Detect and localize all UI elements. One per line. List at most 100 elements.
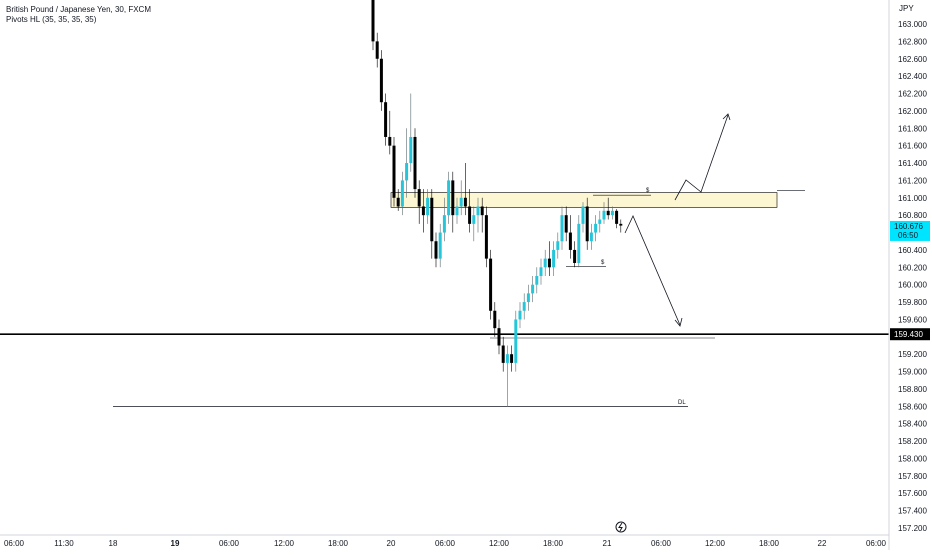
bearish-arrowhead	[674, 317, 683, 327]
level-price-tag	[890, 328, 930, 341]
bearish-projection-path	[624, 215, 681, 326]
current-price-tag	[890, 220, 930, 241]
candle-body	[568, 232, 572, 250]
candles	[371, 0, 623, 407]
price-tick-label: 157.800	[898, 472, 927, 481]
candle-body	[442, 215, 446, 233]
candle-body	[505, 354, 509, 363]
price-axis[interactable]: 163.000 162.800 162.600 162.400 162.200 162.0…	[898, 20, 927, 533]
price-tick-label: 162.200	[898, 90, 927, 99]
candle-body	[610, 210, 614, 216]
candle	[375, 32, 379, 68]
time-tick-label: 18:00	[328, 539, 349, 548]
candle	[581, 202, 585, 233]
price-tags: 160.676 06:50 159.430	[890, 220, 930, 341]
chart-legend: British Pound / Japanese Yen, 30, FXCM P…	[6, 5, 151, 25]
candle-body	[556, 241, 560, 250]
price-tick-label: 162.800	[898, 37, 927, 46]
bar-countdown-label: 06:50	[898, 231, 919, 240]
candle	[396, 189, 400, 211]
time-tick-label: 12:00	[489, 539, 510, 548]
candle-body	[602, 210, 606, 220]
candle	[514, 310, 518, 372]
candle-body	[468, 206, 472, 224]
candle	[556, 232, 560, 259]
candle	[619, 219, 623, 233]
time-tick-label: 06:00	[435, 539, 456, 548]
annotations: $ $ DL	[601, 188, 686, 406]
replay-icon[interactable]	[615, 521, 627, 533]
time-tick-label: 11:30	[54, 539, 74, 548]
candle	[451, 171, 455, 233]
candle-body	[371, 0, 375, 42]
candle-body	[409, 136, 413, 164]
candle-body	[476, 206, 480, 216]
candle	[573, 241, 577, 268]
candle	[417, 180, 421, 224]
candle	[459, 180, 463, 216]
price-tick-label: 161.800	[898, 124, 927, 133]
time-tick-label: 12:00	[705, 539, 726, 548]
candle	[400, 171, 404, 216]
time-tick-label: 18	[109, 539, 118, 548]
candle	[493, 302, 497, 337]
candle-body	[619, 223, 623, 226]
candle-body	[455, 206, 459, 216]
candle-body	[447, 180, 451, 216]
time-tick-label: 19	[171, 539, 180, 548]
candle	[421, 189, 425, 233]
time-tick-label: 12:00	[274, 539, 295, 548]
candle-body	[438, 232, 442, 259]
candle-body	[375, 41, 379, 59]
candle	[568, 215, 572, 259]
candle	[552, 241, 556, 276]
candle-body	[577, 223, 581, 263]
currency-label: JPY	[899, 4, 914, 13]
price-tick-label: 160.000	[898, 281, 927, 290]
candle	[522, 293, 526, 320]
candle-body	[497, 328, 501, 346]
bullish-projection-path	[674, 114, 729, 201]
candle	[606, 197, 610, 220]
candle	[602, 202, 606, 224]
liquidity-high-label: $	[646, 188, 650, 194]
candle-body	[405, 163, 409, 181]
price-tick-label: 158.200	[898, 437, 927, 446]
candle-body	[396, 197, 400, 207]
candle-body	[379, 58, 383, 103]
candle-body	[589, 232, 593, 242]
candle-body	[585, 206, 589, 242]
candle	[438, 223, 442, 268]
candle-body	[526, 293, 530, 303]
candle-body	[400, 180, 404, 207]
price-tick-label: 161.600	[898, 142, 927, 151]
candle-body	[463, 197, 467, 207]
candle	[610, 206, 614, 220]
price-tick-label: 163.000	[898, 20, 927, 29]
candle	[531, 276, 535, 303]
candle-body	[472, 215, 476, 224]
indicator-title[interactable]: Pivots HL (35, 35, 35, 35)	[6, 15, 97, 24]
liquidity-low-label: $	[601, 260, 605, 266]
price-tick-label: 159.000	[898, 368, 927, 377]
symbol-title[interactable]: British Pound / Japanese Yen, 30, FXCM	[6, 5, 151, 14]
candle-body	[426, 197, 430, 216]
price-tick-label: 159.800	[898, 298, 927, 307]
candle	[497, 319, 501, 355]
candle-body	[564, 215, 568, 233]
time-axis[interactable]: 06:00 11:30 18 19 06:00 12:00 18:00 20 06:00 12:0…	[4, 539, 887, 548]
time-tick-label: 20	[387, 539, 396, 548]
time-tick-label: 18:00	[759, 539, 780, 548]
candle-body	[539, 267, 543, 276]
candle	[615, 209, 619, 229]
candle-body	[392, 145, 396, 198]
candle-body	[543, 258, 547, 268]
candle	[384, 93, 388, 146]
candle	[447, 171, 451, 224]
candle	[463, 163, 467, 216]
candle-body	[535, 276, 539, 285]
time-tick-label: 06:00	[219, 539, 240, 548]
price-tick-label: 161.400	[898, 159, 927, 168]
